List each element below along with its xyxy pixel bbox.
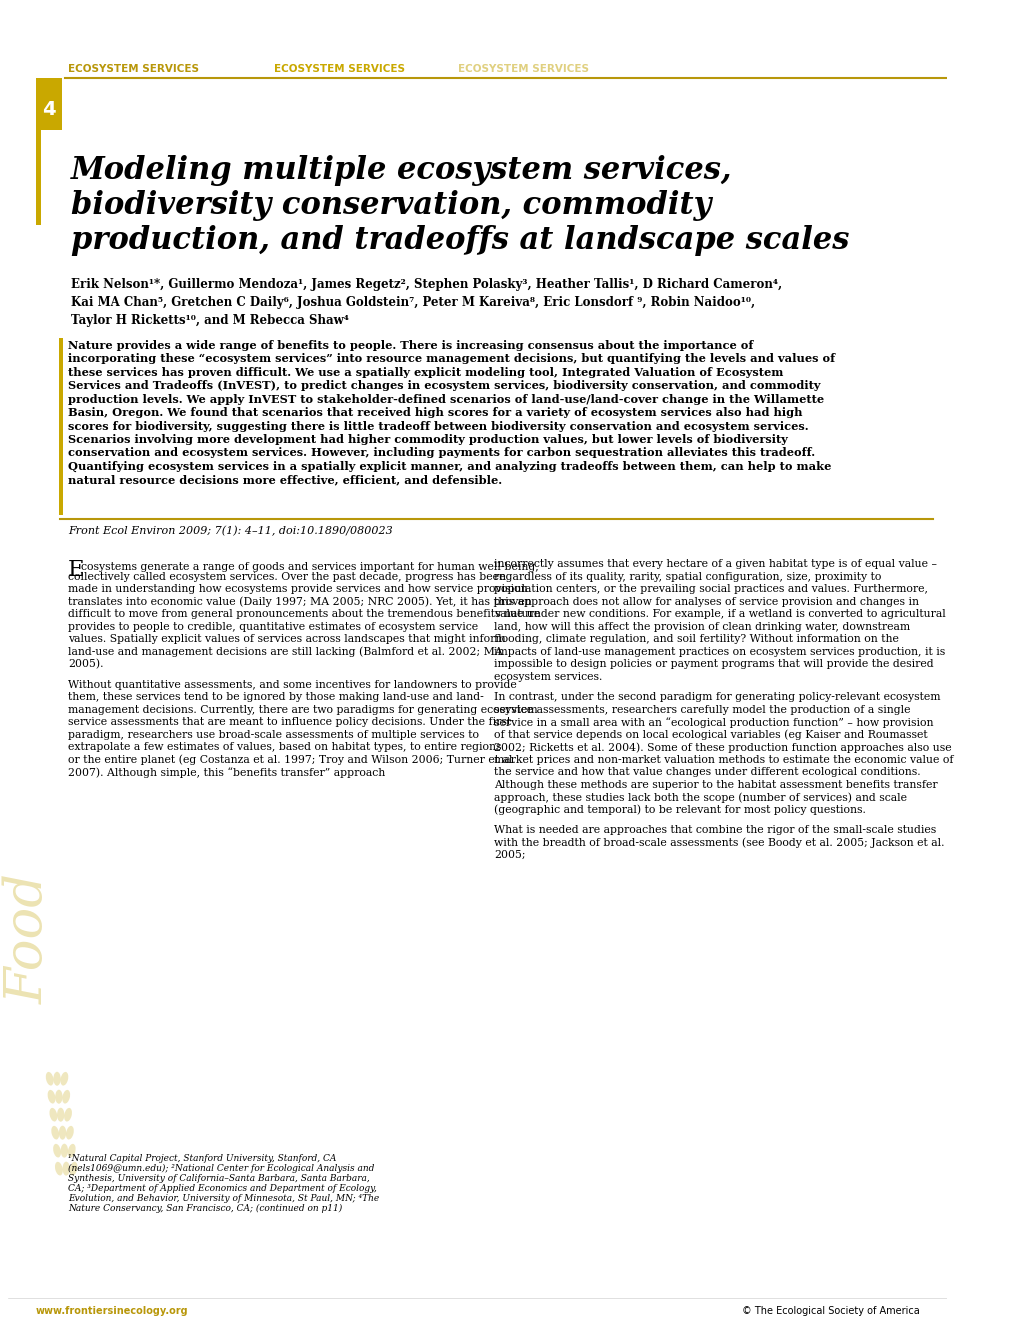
Text: incorporating these “ecosystem services” into resource management decisions, but: incorporating these “ecosystem services”… <box>68 353 836 364</box>
Text: biodiversity conservation, commodity: biodiversity conservation, commodity <box>71 190 712 220</box>
Text: Without quantitative assessments, and some incentives for landowners to provide: Without quantitative assessments, and so… <box>68 679 517 690</box>
Text: regardless of its quality, rarity, spatial configuration, size, proximity to: regardless of its quality, rarity, spati… <box>495 572 882 582</box>
Ellipse shape <box>55 1089 62 1104</box>
Text: land, how will this affect the provision of clean drinking water, downstream: land, how will this affect the provision… <box>495 621 910 632</box>
Text: Although these methods are superior to the habitat assessment benefits transfer: Although these methods are superior to t… <box>495 780 938 790</box>
Text: © The Ecological Society of America: © The Ecological Society of America <box>742 1307 920 1316</box>
Text: these services has proven difficult. We use a spatially explicit modeling tool, : these services has proven difficult. We … <box>68 367 783 377</box>
Text: E: E <box>68 559 85 582</box>
Text: incorrectly assumes that every hectare of a given habitat type is of equal value: incorrectly assumes that every hectare o… <box>495 559 937 570</box>
FancyBboxPatch shape <box>36 78 61 129</box>
Text: difficult to move from general pronouncements about the tremendous benefits natu: difficult to move from general pronounce… <box>68 609 541 620</box>
Text: them, these services tend to be ignored by those making land-use and land-: them, these services tend to be ignored … <box>68 692 483 702</box>
Ellipse shape <box>62 1162 70 1175</box>
Ellipse shape <box>46 1072 53 1086</box>
Text: or the entire planet (eg Costanza et al. 1997; Troy and Wilson 2006; Turner et a: or the entire planet (eg Costanza et al.… <box>68 754 516 765</box>
Text: production, and tradeoffs at landscape scales: production, and tradeoffs at landscape s… <box>71 224 849 256</box>
Text: Services and Tradeoffs (InVEST), to predict changes in ecosystem services, biodi: Services and Tradeoffs (InVEST), to pred… <box>68 380 820 390</box>
Text: (geographic and temporal) to be relevant for most policy questions.: (geographic and temporal) to be relevant… <box>495 805 866 815</box>
Ellipse shape <box>68 1144 76 1158</box>
Text: Nature provides a wide range of benefits to people. There is increasing consensu: Nature provides a wide range of benefits… <box>68 339 754 351</box>
FancyBboxPatch shape <box>58 338 63 516</box>
Text: flooding, climate regulation, and soil fertility? Without information on the: flooding, climate regulation, and soil f… <box>495 634 899 644</box>
Text: Front Ecol Environ 2009; 7(1): 4–11, doi:10.1890/080023: Front Ecol Environ 2009; 7(1): 4–11, doi… <box>68 525 393 536</box>
Text: of that service depends on local ecological variables (eg Kaiser and Roumasset: of that service depends on local ecologi… <box>495 729 928 740</box>
Text: with the breadth of broad-scale assessments (see Boody et al. 2005; Jackson et a: with the breadth of broad-scale assessme… <box>495 838 945 848</box>
Text: Quantifying ecosystem services in a spatially explicit manner, and analyzing tra: Quantifying ecosystem services in a spat… <box>68 460 831 472</box>
Ellipse shape <box>66 1126 74 1140</box>
Ellipse shape <box>53 1144 61 1158</box>
Text: Kai MA Chan⁵, Gretchen C Daily⁶, Joshua Goldstein⁷, Peter M Kareiva⁸, Eric Lonsd: Kai MA Chan⁵, Gretchen C Daily⁶, Joshua … <box>71 295 755 309</box>
Text: made in understanding how ecosystems provide services and how service provision: made in understanding how ecosystems pro… <box>68 584 527 595</box>
Text: provides to people to credible, quantitative estimates of ecosystem service: provides to people to credible, quantita… <box>68 621 478 632</box>
Ellipse shape <box>60 1072 69 1086</box>
Text: Basin, Oregon. We found that scenarios that received high scores for a variety o: Basin, Oregon. We found that scenarios t… <box>68 408 803 418</box>
Text: CA; ³Department of Applied Economics and Department of Ecology,: CA; ³Department of Applied Economics and… <box>68 1183 377 1192</box>
Text: 2005).: 2005). <box>68 660 103 670</box>
Text: management decisions. Currently, there are two paradigms for generating ecosyste: management decisions. Currently, there a… <box>68 704 538 715</box>
Text: values. Spatially explicit values of services across landscapes that might infor: values. Spatially explicit values of ser… <box>68 634 506 644</box>
Text: Synthesis, University of California–Santa Barbara, Santa Barbara,: Synthesis, University of California–Sant… <box>68 1174 370 1183</box>
Text: ECOSYSTEM SERVICES: ECOSYSTEM SERVICES <box>68 63 199 74</box>
Text: value under new conditions. For example, if a wetland is converted to agricultur: value under new conditions. For example,… <box>495 609 946 620</box>
Ellipse shape <box>57 1108 65 1121</box>
Text: natural resource decisions more effective, efficient, and defensible.: natural resource decisions more effectiv… <box>68 475 502 485</box>
FancyBboxPatch shape <box>36 129 41 224</box>
Text: approach, these studies lack both the scope (number of services) and scale: approach, these studies lack both the sc… <box>495 793 907 803</box>
Text: the service and how that value changes under different ecological conditions.: the service and how that value changes u… <box>495 768 921 777</box>
Ellipse shape <box>60 1144 68 1158</box>
Text: Taylor H Ricketts¹⁰, and M Rebecca Shaw⁴: Taylor H Ricketts¹⁰, and M Rebecca Shaw⁴ <box>71 314 349 327</box>
Text: ECOSYSTEM SERVICES: ECOSYSTEM SERVICES <box>458 63 589 74</box>
Text: 4: 4 <box>42 100 55 120</box>
Text: What is needed are approaches that combine the rigor of the small-scale studies: What is needed are approaches that combi… <box>495 826 937 835</box>
Text: In contrast, under the second paradigm for generating policy-relevant ecosystem: In contrast, under the second paradigm f… <box>495 692 941 702</box>
Text: service assessments that are meant to influence policy decisions. Under the firs: service assessments that are meant to in… <box>68 718 511 727</box>
Text: 2002; Ricketts et al. 2004). Some of these production function approaches also u: 2002; Ricketts et al. 2004). Some of the… <box>495 743 952 753</box>
Text: service in a small area with an “ecological production function” – how provision: service in a small area with an “ecologi… <box>495 718 934 728</box>
Text: 2005;: 2005; <box>495 849 526 860</box>
Ellipse shape <box>55 1162 62 1175</box>
Text: ecosystem services.: ecosystem services. <box>495 671 603 682</box>
Ellipse shape <box>49 1108 57 1121</box>
Text: Erik Nelson¹*, Guillermo Mendoza¹, James Regetz², Stephen Polasky³, Heather Tall: Erik Nelson¹*, Guillermo Mendoza¹, James… <box>71 278 782 290</box>
Text: collectively called ecosystem services. Over the past decade, progress has been: collectively called ecosystem services. … <box>68 572 506 582</box>
Text: service assessments, researchers carefully model the production of a single: service assessments, researchers careful… <box>495 704 911 715</box>
Text: impossible to design policies or payment programs that will provide the desired: impossible to design policies or payment… <box>495 660 934 669</box>
Text: land-use and management decisions are still lacking (Balmford et al. 2002; MA: land-use and management decisions are st… <box>68 646 503 657</box>
Ellipse shape <box>65 1108 72 1121</box>
Text: population centers, or the prevailing social practices and values. Furthermore,: population centers, or the prevailing so… <box>495 584 929 595</box>
Text: (nels1069@umn.edu); ²National Center for Ecological Analysis and: (nels1069@umn.edu); ²National Center for… <box>68 1163 375 1173</box>
Text: ECOSYSTEM SERVICES: ECOSYSTEM SERVICES <box>274 63 406 74</box>
Ellipse shape <box>70 1162 78 1175</box>
Text: impacts of land-use management practices on ecosystem services production, it is: impacts of land-use management practices… <box>495 646 945 657</box>
Text: Food: Food <box>3 873 54 1004</box>
Text: Evolution, and Behavior, University of Minnesota, St Paul, MN; ⁴The: Evolution, and Behavior, University of M… <box>68 1194 379 1203</box>
Text: ¹Natural Capital Project, Stanford University, Stanford, CA: ¹Natural Capital Project, Stanford Unive… <box>68 1154 337 1162</box>
Text: production levels. We apply InVEST to stakeholder-defined scenarios of land-use/: production levels. We apply InVEST to st… <box>68 393 824 405</box>
Text: extrapolate a few estimates of values, based on habitat types, to entire regions: extrapolate a few estimates of values, b… <box>68 743 502 752</box>
Text: Nature Conservancy, San Francisco, CA; (continued on p11): Nature Conservancy, San Francisco, CA; (… <box>68 1204 342 1212</box>
Text: 2007). Although simple, this “benefits transfer” approach: 2007). Although simple, this “benefits t… <box>68 768 385 778</box>
Text: cosystems generate a range of goods and services important for human well-being,: cosystems generate a range of goods and … <box>81 562 539 572</box>
Text: scores for biodiversity, suggesting there is little tradeoff between biodiversit: scores for biodiversity, suggesting ther… <box>68 421 809 431</box>
Text: this approach does not allow for analyses of service provision and changes in: this approach does not allow for analyse… <box>495 596 920 607</box>
Text: market prices and non-market valuation methods to estimate the economic value of: market prices and non-market valuation m… <box>495 754 954 765</box>
Ellipse shape <box>51 1126 59 1140</box>
Text: www.frontiersinecology.org: www.frontiersinecology.org <box>36 1307 188 1316</box>
Text: Modeling multiple ecosystem services,: Modeling multiple ecosystem services, <box>71 154 732 186</box>
Ellipse shape <box>62 1089 70 1104</box>
Text: paradigm, researchers use broad-scale assessments of multiple services to: paradigm, researchers use broad-scale as… <box>68 729 479 740</box>
Text: Scenarios involving more development had higher commodity production values, but: Scenarios involving more development had… <box>68 434 787 445</box>
Ellipse shape <box>48 1089 55 1104</box>
Ellipse shape <box>58 1125 67 1140</box>
Text: conservation and ecosystem services. However, including payments for carbon sequ: conservation and ecosystem services. How… <box>68 447 815 459</box>
Ellipse shape <box>53 1072 60 1086</box>
Text: translates into economic value (Daily 1997; MA 2005; NRC 2005). Yet, it has prov: translates into economic value (Daily 19… <box>68 596 531 607</box>
